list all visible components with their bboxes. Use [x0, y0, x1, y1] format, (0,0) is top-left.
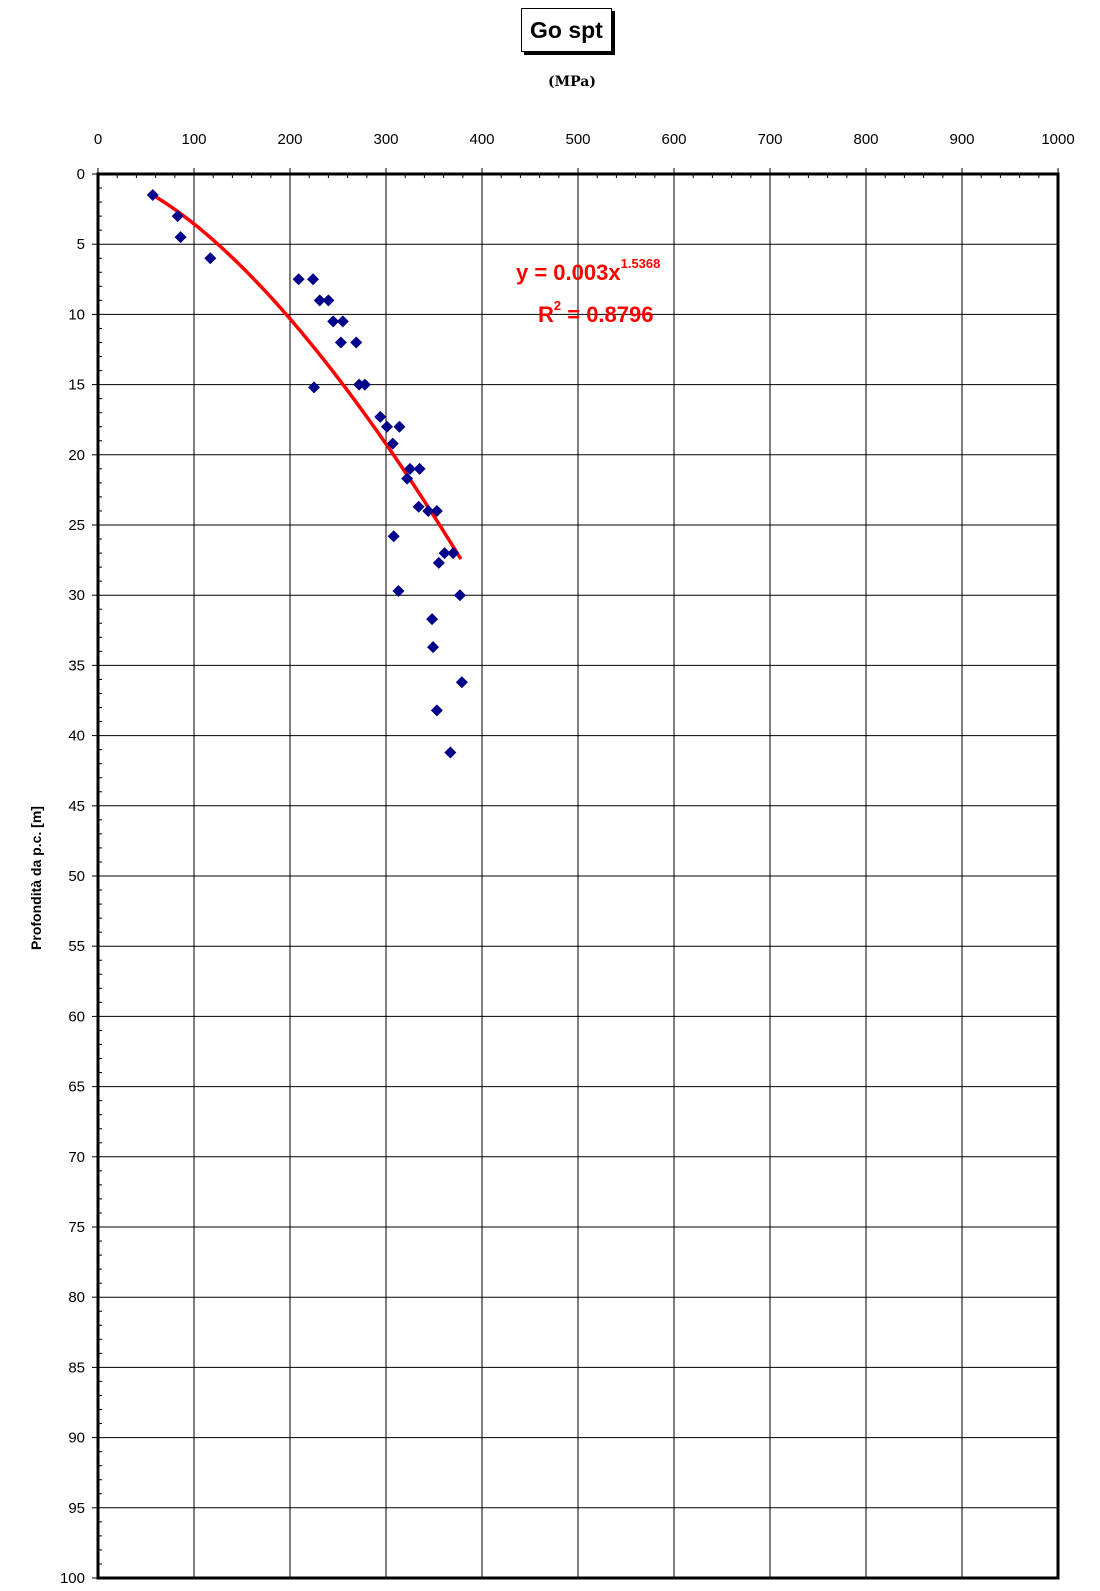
x-tick-label: 800: [853, 131, 878, 148]
data-point: [430, 504, 443, 517]
r-squared-superscript: 2: [554, 298, 561, 313]
x-tick-label: 200: [277, 131, 302, 148]
data-points: [146, 189, 468, 759]
data-point: [374, 410, 387, 423]
y-tick-label: 95: [68, 1500, 85, 1517]
r-squared-value: = 0.8796: [561, 302, 653, 327]
x-tick-label: 900: [949, 131, 974, 148]
trendline-equation: y = 0.003x1.5368: [516, 256, 660, 285]
data-point: [334, 336, 347, 349]
x-axis-label: (MPa): [548, 74, 596, 90]
y-tick-label: 5: [77, 236, 85, 253]
r-squared-prefix: R: [538, 302, 554, 327]
data-point: [171, 210, 184, 223]
data-point: [453, 589, 466, 602]
data-point: [350, 336, 363, 349]
tick-marks: [92, 168, 1059, 1579]
y-tick-label: 65: [68, 1079, 85, 1096]
y-tick-label: 30: [68, 587, 85, 604]
y-tick-label: 40: [68, 728, 85, 745]
data-point: [422, 504, 435, 517]
y-tick-label: 75: [68, 1219, 85, 1236]
data-point: [447, 547, 460, 560]
data-point: [404, 462, 416, 475]
x-tick-label: 400: [469, 131, 494, 148]
y-tick-label: 50: [68, 868, 85, 885]
data-point: [313, 294, 326, 307]
data-point: [426, 613, 439, 626]
data-point: [308, 381, 320, 394]
chart-title: Go spt: [521, 8, 612, 52]
y-tick-label: 100: [60, 1570, 85, 1587]
y-tick-label: 20: [68, 447, 85, 464]
power-trendline: [151, 193, 463, 561]
data-point: [412, 500, 425, 513]
data-point: [430, 704, 443, 717]
data-point: [393, 420, 406, 433]
data-point: [380, 420, 393, 433]
data-point: [387, 530, 400, 543]
y-tick-label: 60: [68, 1008, 85, 1025]
x-tick-label: 0: [94, 131, 102, 148]
y-tick-label: 10: [68, 306, 85, 323]
data-point: [392, 584, 405, 597]
y-tick-label: 0: [77, 166, 85, 183]
data-point: [427, 641, 440, 654]
x-tick-label: 100: [181, 131, 206, 148]
trendline-r-squared: R2 = 0.8796: [538, 298, 654, 327]
x-tick-label: 500: [565, 131, 590, 148]
x-tick-labels: 0 100 200 300 400 500 600 700 800 900 1000: [94, 131, 1075, 148]
y-tick-label: 45: [68, 798, 85, 815]
data-point: [204, 252, 217, 265]
y-tick-label: 55: [68, 938, 85, 955]
grid-lines: [97, 173, 1059, 1579]
data-point: [327, 315, 340, 328]
data-point: [322, 294, 335, 307]
data-point: [292, 273, 305, 286]
x-tick-label: 600: [661, 131, 686, 148]
y-tick-labels: 0 5 10 15 20 25 30 35 40 45 50 55 60 65 70 75 80 85 90 95 10…: [60, 166, 85, 1587]
y-tick-label: 35: [68, 657, 85, 674]
data-point: [174, 231, 187, 244]
x-tick-label: 300: [373, 131, 398, 148]
x-tick-label: 700: [757, 131, 782, 148]
data-point: [386, 437, 399, 450]
data-point: [444, 746, 457, 759]
y-tick-label: 70: [68, 1149, 85, 1166]
y-tick-label: 85: [68, 1359, 85, 1376]
y-tick-label: 25: [68, 517, 85, 534]
data-point: [438, 547, 451, 560]
data-point: [455, 676, 468, 689]
trendline-equation-main: y = 0.003x: [516, 260, 621, 285]
y-tick-label: 80: [68, 1289, 85, 1306]
data-point: [413, 462, 426, 475]
data-point: [336, 315, 349, 328]
y-tick-label: 90: [68, 1430, 85, 1447]
data-point: [432, 556, 445, 569]
trendline-equation-exponent: 1.5368: [621, 256, 661, 271]
data-point: [401, 472, 414, 485]
x-tick-label: 1000: [1041, 131, 1074, 148]
data-point: [307, 273, 320, 286]
data-point: [358, 378, 371, 391]
data-point: [146, 189, 159, 202]
plot-area-border: [96, 172, 1060, 1580]
y-tick-label: 15: [68, 377, 85, 394]
